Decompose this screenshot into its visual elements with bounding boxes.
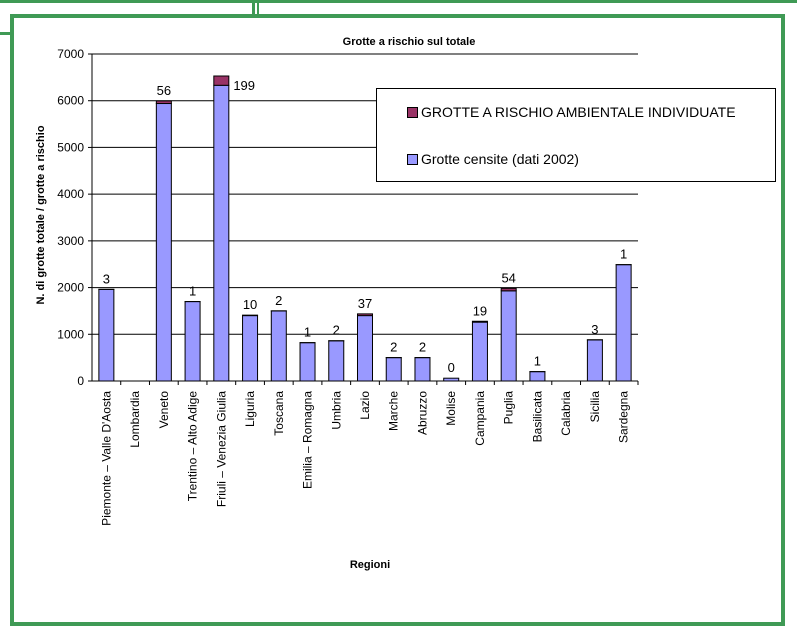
bar-census — [328, 340, 345, 382]
data-label: 3 — [103, 271, 110, 286]
y-tick-label: 5000 — [57, 140, 84, 154]
x-tick-label: Campania — [473, 391, 487, 446]
x-tick-label: Sicilia — [588, 391, 602, 423]
x-axis-label: Regioni — [350, 559, 390, 571]
bar-census — [299, 342, 316, 382]
bar-census — [270, 310, 287, 382]
x-tick-label: Marche — [387, 391, 401, 431]
data-label: 2 — [419, 340, 426, 355]
bar-census — [615, 264, 632, 382]
bar-census — [357, 315, 373, 382]
bar-census — [242, 315, 259, 382]
x-tick-label: Liguria — [243, 391, 257, 427]
bar-risk — [500, 287, 517, 292]
x-tick-label: Lazio — [358, 391, 372, 420]
data-label: 3 — [591, 322, 598, 337]
legend-label-risk: GROTTE A RISCHIO AMBIENTALE INDIVIDUATE — [421, 104, 736, 120]
data-label: 19 — [473, 303, 487, 318]
window-left-stub — [0, 32, 10, 35]
bar-census — [385, 357, 402, 382]
window-top-border — [0, 0, 797, 3]
bar-risk — [155, 100, 172, 105]
y-tick-label: 2000 — [57, 281, 84, 295]
data-label: 1 — [534, 354, 541, 369]
y-tick-label: 1000 — [57, 327, 84, 341]
bar-risk — [213, 75, 230, 86]
x-tick-label: Piemonte – Valle D'Aosta — [99, 391, 113, 526]
x-tick-label: Toscana — [272, 391, 286, 436]
x-tick-label: Sardegna — [617, 391, 631, 443]
x-tick-label: Molise — [444, 391, 458, 426]
data-label: 2 — [333, 323, 340, 338]
data-label: 1 — [189, 284, 196, 299]
data-label: 56 — [157, 83, 171, 98]
data-label: 37 — [358, 296, 372, 311]
y-tick-label: 6000 — [57, 94, 84, 108]
legend-item-census: Grotte censite (dati 2002) — [407, 151, 579, 167]
bar-census — [414, 357, 431, 382]
data-label: 199 — [233, 78, 255, 93]
legend-swatch-census — [407, 153, 418, 165]
bar-census — [529, 371, 546, 382]
bar-census — [213, 84, 230, 382]
x-tick-label: Friuli – Venezia Giulia — [214, 391, 228, 507]
x-tick-label: Abruzzo — [415, 391, 429, 435]
data-label: 1 — [620, 247, 627, 262]
window-top-marker-2 — [257, 0, 259, 14]
y-tick-label: 4000 — [57, 187, 84, 201]
data-label: 1 — [304, 325, 311, 340]
bar-census — [98, 288, 115, 382]
bar-risk — [471, 320, 488, 323]
data-label: 2 — [390, 340, 397, 355]
x-tick-label: Umbria — [329, 391, 343, 430]
data-label: 10 — [243, 297, 257, 312]
bar-census — [471, 321, 488, 382]
chart-legend: GROTTE A RISCHIO AMBIENTALE INDIVIDUATE … — [376, 88, 776, 182]
x-tick-label: Lombardia — [128, 391, 142, 448]
y-tick-label: 7000 — [57, 47, 84, 61]
y-tick-label: 0 — [77, 374, 84, 388]
chart-title: Grotte a rischio sul totale — [343, 36, 476, 48]
legend-swatch-risk — [407, 106, 418, 118]
y-axis-label: N. di grotte totale / grotte a rischio — [35, 125, 47, 304]
x-tick-label: Puglia — [502, 391, 516, 425]
x-tick-label: Veneto — [157, 391, 171, 429]
bar-census — [500, 290, 517, 382]
y-tick-label: 3000 — [57, 234, 84, 248]
window-top-marker — [252, 0, 255, 14]
bar-census — [155, 103, 172, 382]
data-label: 54 — [501, 270, 515, 285]
data-label: 0 — [448, 360, 455, 375]
bar-risk — [357, 313, 373, 317]
bar-census — [184, 301, 201, 382]
legend-item-risk: GROTTE A RISCHIO AMBIENTALE INDIVIDUATE — [407, 104, 736, 120]
bar-census — [586, 339, 603, 382]
x-tick-label: Trentino – Alto Adige — [186, 391, 200, 502]
x-tick-label: Calabria — [559, 391, 573, 436]
x-tick-label: Emilia – Romagna — [301, 391, 315, 489]
x-tick-label: Basilicata — [530, 391, 544, 443]
legend-label-census: Grotte censite (dati 2002) — [421, 151, 579, 167]
data-label: 2 — [275, 293, 282, 308]
